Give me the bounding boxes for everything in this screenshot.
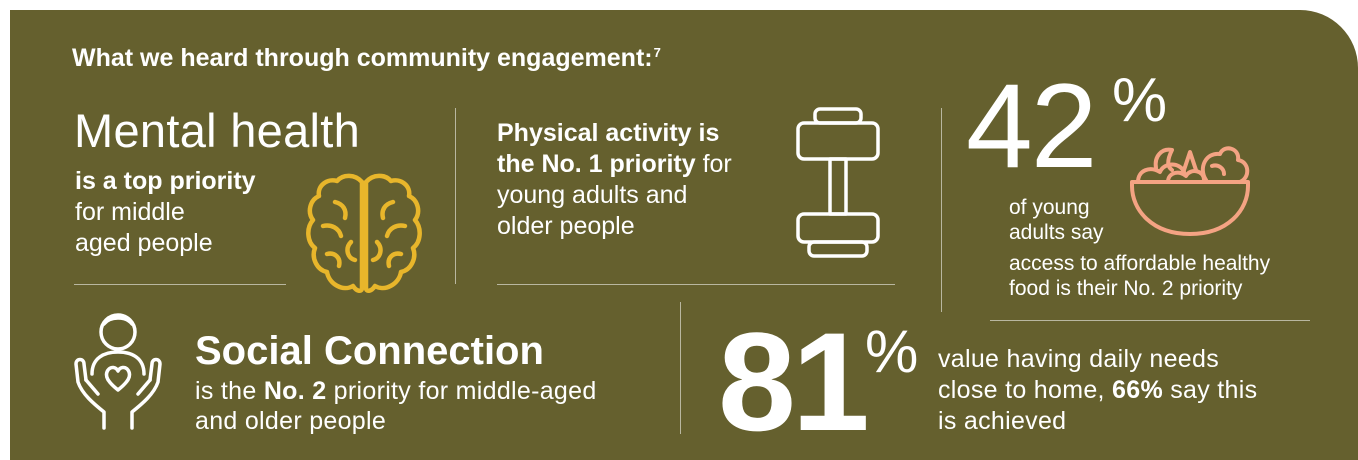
social-connection-line1: is the No. 2 priority for middle-aged bbox=[195, 377, 597, 405]
divider-horizontal-3 bbox=[990, 320, 1310, 321]
stat-81-line1: value having daily needs bbox=[938, 345, 1220, 373]
mental-health-text: is a top priority for middle aged people bbox=[75, 166, 256, 259]
stat-42-line3: access to affordable healthy bbox=[1009, 252, 1271, 275]
section-heading: What we heard through community engageme… bbox=[72, 44, 661, 72]
stat-42-text-bottom: access to affordable healthy food is the… bbox=[1009, 251, 1270, 301]
footnote-marker: 7 bbox=[653, 45, 661, 60]
physical-activity-bold1: Physical activity is bbox=[497, 119, 720, 147]
salad-bowl-icon bbox=[1130, 146, 1250, 236]
stat-42-value: 42 bbox=[966, 59, 1097, 193]
physical-activity-line4: older people bbox=[497, 212, 635, 240]
physical-activity-line3: young adults and bbox=[497, 181, 688, 209]
stat-42-line2: adults say bbox=[1009, 221, 1104, 244]
physical-activity-text: Physical activity is the No. 1 priority … bbox=[497, 118, 732, 242]
person-heart-hands-icon bbox=[74, 313, 162, 430]
mental-health-bold: is a top priority bbox=[75, 167, 256, 195]
stat-42-text-top: of young adults say bbox=[1009, 195, 1104, 245]
social-connection-title: Social Connection bbox=[195, 329, 544, 373]
physical-activity-line2: the No. 1 priority for bbox=[497, 150, 732, 178]
mental-health-title: Mental health bbox=[74, 104, 361, 157]
stat-81-value: 81 bbox=[718, 303, 870, 460]
dumbbell-icon bbox=[796, 107, 880, 258]
stat-42-percent: % bbox=[1112, 66, 1168, 135]
divider-vertical-2 bbox=[941, 108, 942, 312]
divider-horizontal-2 bbox=[497, 284, 895, 285]
mental-health-line2: for middle bbox=[75, 198, 185, 226]
divider-vertical-3 bbox=[680, 302, 681, 434]
stat-81-text: value having daily needs close to home, … bbox=[938, 344, 1257, 437]
social-connection-text: is the No. 2 priority for middle-aged an… bbox=[195, 376, 597, 436]
stat-81-percent: % bbox=[865, 318, 919, 385]
social-connection-line2: and older people bbox=[195, 407, 387, 435]
infographic-panel bbox=[10, 10, 1358, 460]
stat-42-line1: of young bbox=[1009, 196, 1090, 219]
stat-81-line3: is achieved bbox=[938, 407, 1067, 435]
divider-vertical-1 bbox=[455, 108, 456, 284]
stat-42-line4: food is their No. 2 priority bbox=[1009, 277, 1243, 300]
mental-health-line3: aged people bbox=[75, 229, 213, 257]
brain-icon bbox=[306, 173, 422, 293]
stat-81-line2: close to home, 66% say this bbox=[938, 376, 1258, 404]
divider-horizontal-1 bbox=[74, 284, 286, 285]
